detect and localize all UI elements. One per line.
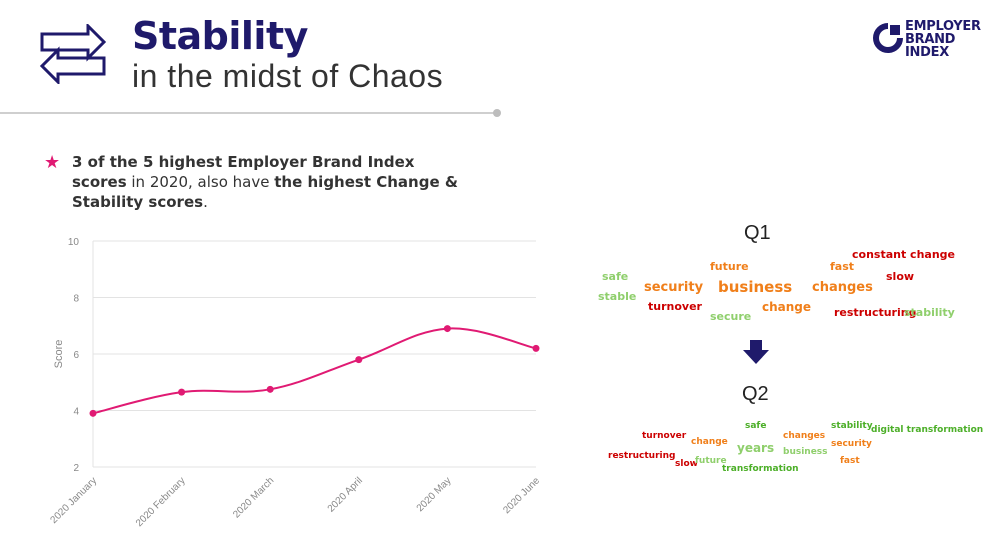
wordcloud-word: stability (831, 421, 873, 431)
logo-wordmark: EMPLOYER BRAND INDEX (905, 20, 981, 59)
wordcloud-word: future (695, 456, 727, 466)
wordcloud-word: restructuring (608, 451, 676, 461)
bullet-part: the highest Change & Stability scores (72, 173, 458, 211)
bullet-part: in 2020, also have (126, 173, 275, 191)
q1-label: Q1 (744, 222, 771, 244)
x-tick-label: 2020 January (48, 475, 99, 526)
page-subtitle: in the midst of Chaos (132, 58, 444, 94)
logo-line: EMPLOYER (905, 19, 981, 34)
y-tick-label: 4 (73, 407, 79, 418)
y-tick-label: 8 (73, 294, 79, 305)
star-icon: ★ (44, 152, 61, 172)
y-tick-label: 10 (68, 237, 80, 248)
y-tick-label: 2 (73, 463, 79, 474)
x-tick-label: 2020 April (326, 475, 365, 514)
line-chart: 2 4 6 8 10 Score 2020 January 2020 February 2020… (40, 225, 560, 560)
x-tick-label: 2020 February (134, 475, 188, 529)
wordcloud-word: change (691, 437, 728, 447)
wordcloud-word: safe (602, 270, 629, 283)
wordcloud-word: constant change (852, 248, 955, 261)
arrow-down-icon (743, 340, 769, 371)
wordcloud-word: business (783, 447, 828, 457)
wordcloud-word: years (737, 441, 775, 455)
wordcloud-word: turnover (648, 300, 702, 313)
data-point (266, 385, 274, 393)
swap-arrows-icon (38, 22, 108, 89)
series-line (92, 327, 537, 415)
header-divider (0, 112, 496, 114)
wordcloud-q1: constant change future fast safe slow securit… (590, 242, 970, 332)
wordcloud-word: transformation (722, 464, 799, 474)
wordcloud-word: stable (598, 290, 637, 303)
wordcloud-word: slow (675, 459, 698, 469)
wordcloud-word: changes (783, 431, 826, 441)
x-tick-label: 2020 May (415, 475, 454, 514)
wordcloud-word: digital transformation (871, 425, 984, 435)
wordcloud-q2: safe stability digital transformation turno… (600, 415, 984, 480)
data-point (178, 388, 186, 396)
logo-line: INDEX (905, 45, 949, 60)
bullet-part: . (203, 193, 208, 211)
data-point (89, 409, 97, 417)
wordcloud-word: change (762, 300, 812, 314)
wordcloud-word: business (718, 278, 793, 296)
bullet-text: 3 of the 5 highest Employer Brand Index … (72, 152, 472, 212)
data-point (443, 325, 451, 333)
x-tick-label: 2020 March (231, 475, 276, 520)
wordcloud-word: security (644, 280, 704, 295)
wordcloud-word: turnover (642, 431, 687, 441)
wordcloud-word: safe (745, 421, 767, 431)
wordcloud-word: stability (904, 306, 955, 319)
wordcloud-word: slow (886, 270, 915, 283)
y-axis-label: Score (53, 340, 65, 369)
y-tick-label: 6 (73, 350, 79, 361)
page-title: Stability (132, 14, 308, 58)
q2-label: Q2 (742, 383, 769, 405)
wordcloud-word: future (710, 260, 749, 273)
logo-line: BRAND (905, 32, 956, 47)
divider-end-dot (493, 109, 501, 117)
data-point (355, 356, 363, 364)
wordcloud-word: fast (830, 260, 855, 273)
x-tick-label: 2020 June (501, 475, 542, 516)
wordcloud-word: fast (840, 456, 860, 466)
wordcloud-word: changes (812, 280, 873, 295)
chart-svg: 2 4 6 8 10 Score 2020 January 2020 February 2020… (48, 237, 542, 529)
wordcloud-word: secure (710, 310, 752, 323)
wordcloud-word: security (831, 439, 872, 449)
employer-brand-index-logo-icon (872, 22, 904, 59)
data-point (532, 344, 540, 352)
bullet-part: 3 of the 5 highest Employer Brand Index … (72, 153, 415, 191)
wordcloud-word: restructuring (834, 306, 917, 319)
